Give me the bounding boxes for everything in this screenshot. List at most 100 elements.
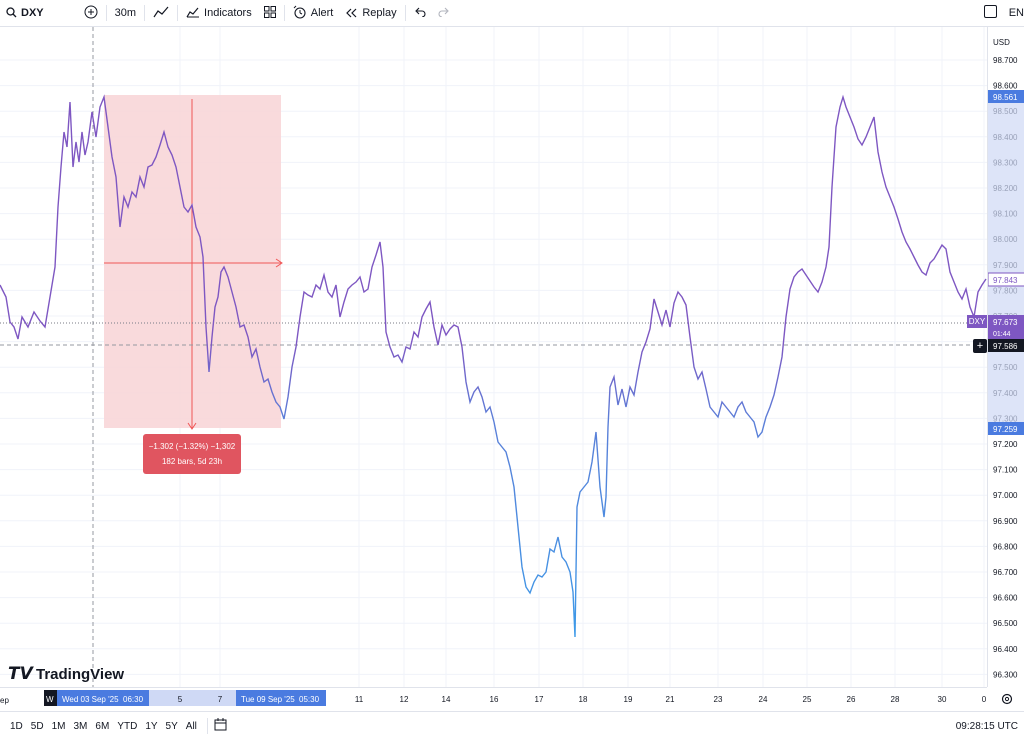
add-plus-icon[interactable]: + bbox=[973, 339, 987, 353]
measure-bars-text: 182 bars, 5d 23h bbox=[162, 457, 222, 466]
high-price-badge bbox=[988, 90, 1024, 103]
chart-type-button[interactable] bbox=[147, 0, 175, 26]
replay-button[interactable]: Replay bbox=[339, 0, 402, 26]
gear-icon bbox=[1001, 693, 1013, 705]
range-button-ytd[interactable]: YTD bbox=[117, 720, 138, 732]
fullscreen-checkbox[interactable] bbox=[978, 0, 1003, 26]
price-tick-label: 96.800 bbox=[993, 542, 1018, 551]
top-toolbar: DXY 30m Indicators Alert Replay bbox=[0, 0, 1024, 27]
low-price-badge bbox=[988, 422, 1024, 435]
time-tick-label: 26 bbox=[847, 695, 856, 704]
time-axis[interactable]: ep W Wed 03 Sep '25 06:30 Tue 09 Sep '25… bbox=[0, 687, 987, 712]
measure-badge bbox=[143, 434, 241, 474]
price-tick-label: 96.300 bbox=[993, 670, 1018, 679]
price-axis-svg: USD 98.70098.60098.50098.40098.30098.200… bbox=[987, 38, 1024, 679]
redo-icon bbox=[438, 7, 450, 20]
logo-text: TradingView bbox=[36, 666, 124, 683]
interval-label: 30m bbox=[114, 7, 137, 19]
redo-button[interactable] bbox=[432, 0, 456, 26]
indicators-label: Indicators bbox=[204, 7, 252, 19]
crosshair-price-label: 97.843 bbox=[993, 276, 1018, 285]
indicators-button[interactable]: Indicators bbox=[180, 0, 258, 26]
line-chart-icon bbox=[153, 6, 169, 21]
calendar-icon bbox=[214, 718, 227, 734]
time-axis-left-cut: ep bbox=[0, 696, 9, 705]
time-left-marker-bg bbox=[44, 690, 58, 706]
cursor-price-label: 97.586 bbox=[993, 342, 1018, 351]
tradingview-logo: 𝙏𝙑 TradingView bbox=[8, 664, 124, 683]
time-tick-label: 7 bbox=[218, 695, 223, 704]
indicators-icon bbox=[186, 6, 200, 21]
measure-right-arrow bbox=[275, 258, 283, 268]
time-tick-label: 19 bbox=[624, 695, 633, 704]
search-icon bbox=[6, 6, 17, 21]
range-button-3m[interactable]: 3M bbox=[73, 720, 88, 732]
time-tick-label: 18 bbox=[579, 695, 588, 704]
range-highlight bbox=[988, 103, 1024, 423]
range-end-badge bbox=[236, 690, 326, 706]
range-start-time: 06:30 bbox=[123, 695, 144, 704]
range-button-6m[interactable]: 6M bbox=[95, 720, 110, 732]
language-label[interactable]: EN bbox=[1008, 7, 1024, 19]
time-tick-label: 0 bbox=[982, 695, 987, 704]
measure-down-arrow bbox=[187, 422, 197, 430]
range-start-date: Wed 03 Sep '25 bbox=[62, 695, 119, 704]
current-price-badge bbox=[988, 315, 1024, 340]
replay-label: Replay bbox=[362, 7, 397, 19]
measure-change-text: −1.302 (−1.32%) −1,302 bbox=[149, 442, 236, 451]
symbol-search[interactable]: DXY bbox=[0, 0, 50, 26]
divider bbox=[206, 718, 208, 734]
price-tick-label: 97.100 bbox=[993, 466, 1018, 475]
date-range-button[interactable] bbox=[214, 718, 227, 734]
time-axis-svg: ep W Wed 03 Sep '25 06:30 Tue 09 Sep '25… bbox=[0, 690, 987, 706]
bottom-toolbar: 1D 5D 1M 3M 6M YTD 1Y 5Y All 09:28:15 UTC bbox=[0, 711, 1024, 740]
range-end-time: 05:30 bbox=[299, 695, 320, 704]
time-tick-label: 23 bbox=[714, 695, 723, 704]
countdown-label: 01:44 bbox=[993, 331, 1011, 338]
range-buttons: 1D 5D 1M 3M 6M YTD 1Y 5Y All bbox=[0, 721, 201, 732]
time-tick-label: 12 bbox=[400, 695, 409, 704]
range-button-1m[interactable]: 1M bbox=[51, 720, 66, 732]
current-symbol-badge: DXY bbox=[967, 315, 987, 328]
time-tick-label: 17 bbox=[535, 695, 544, 704]
grid-icon bbox=[263, 5, 276, 21]
low-price-label: 97.259 bbox=[993, 425, 1018, 434]
chart-pane[interactable]: −1.302 (−1.32%) −1,302 182 bars, 5d 23h … bbox=[0, 27, 987, 687]
time-tick-label: 16 bbox=[490, 695, 499, 704]
price-series-line[interactable] bbox=[0, 94, 987, 638]
current-price-label: 97.673 bbox=[993, 318, 1018, 327]
interval-button[interactable]: 30m bbox=[109, 0, 142, 26]
time-tick-label: 21 bbox=[666, 695, 675, 704]
layout-button[interactable] bbox=[258, 0, 282, 26]
time-tick-label: 11 bbox=[355, 695, 364, 704]
range-button-5y[interactable]: 5Y bbox=[165, 720, 178, 732]
range-button-1y[interactable]: 1Y bbox=[145, 720, 158, 732]
alert-button[interactable]: Alert bbox=[287, 0, 340, 26]
high-price-label: 98.561 bbox=[993, 93, 1018, 102]
price-tick-label: 96.900 bbox=[993, 517, 1018, 526]
range-button-1d[interactable]: 1D bbox=[10, 720, 23, 732]
price-chart[interactable]: −1.302 (−1.32%) −1,302 182 bars, 5d 23h … bbox=[0, 27, 987, 687]
time-tick-label: 28 bbox=[891, 695, 900, 704]
undo-icon bbox=[414, 7, 426, 20]
time-tick-label: 30 bbox=[938, 695, 947, 704]
crosshair-price-badge bbox=[987, 272, 1024, 287]
range-button-all[interactable]: All bbox=[185, 720, 197, 732]
divider bbox=[404, 5, 406, 21]
symbol-label: DXY bbox=[21, 7, 44, 19]
price-tick-label: 98.700 bbox=[993, 56, 1018, 65]
clock-label[interactable]: 09:28:15 UTC bbox=[955, 720, 1018, 732]
alert-label: Alert bbox=[310, 7, 334, 19]
undo-button[interactable] bbox=[408, 0, 432, 26]
price-tick-label: 96.500 bbox=[993, 619, 1018, 628]
price-tick-label: 97.000 bbox=[993, 491, 1018, 500]
time-tick-labels: 5 7 11 12 14 16 17 18 19 21 23 24 25 26 28 30 0 bbox=[178, 695, 987, 704]
compare-button[interactable] bbox=[78, 0, 104, 26]
range-end-date: Tue 09 Sep '25 bbox=[241, 695, 295, 704]
time-left-marker: W bbox=[46, 695, 54, 704]
range-start-badge bbox=[57, 690, 149, 706]
settings-gear-button[interactable] bbox=[1000, 692, 1014, 706]
currency-label: USD bbox=[993, 38, 1010, 47]
range-button-5d[interactable]: 5D bbox=[30, 720, 44, 732]
price-axis[interactable]: USD 98.70098.60098.50098.40098.30098.200… bbox=[987, 27, 1024, 687]
